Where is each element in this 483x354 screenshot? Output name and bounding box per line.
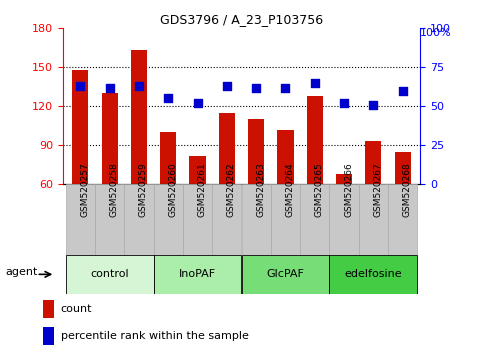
Text: GSM520267: GSM520267 [373, 162, 383, 217]
Text: GSM520259: GSM520259 [139, 162, 148, 217]
Bar [359, 184, 388, 255]
Bar [271, 184, 300, 255]
Text: GSM520258: GSM520258 [110, 162, 119, 217]
Bar [212, 184, 242, 255]
Point [76, 83, 84, 89]
Bar [101, 93, 118, 184]
Text: GSM520262: GSM520262 [227, 162, 236, 217]
Text: agent: agent [5, 267, 37, 278]
Bar [72, 70, 88, 184]
Bar [277, 130, 294, 184]
Text: 100%: 100% [420, 28, 452, 38]
Bar [189, 155, 206, 184]
Bar [388, 184, 417, 255]
Point [282, 85, 289, 90]
Bar [329, 184, 359, 255]
Point [135, 83, 143, 89]
Text: InoPAF: InoPAF [179, 269, 216, 279]
Point [164, 96, 172, 101]
Bar [160, 132, 176, 184]
Bar [219, 113, 235, 184]
Text: GSM520257: GSM520257 [80, 162, 89, 217]
Bar [365, 141, 382, 184]
Point [252, 85, 260, 90]
Bar [248, 119, 264, 184]
Point [223, 83, 231, 89]
Point [194, 100, 201, 106]
Point [340, 100, 348, 106]
Bar [242, 255, 329, 294]
Bar [43, 327, 54, 345]
Text: GSM520268: GSM520268 [403, 162, 412, 217]
Bar [95, 184, 124, 255]
Bar [66, 255, 154, 294]
Text: GSM520266: GSM520266 [344, 162, 353, 217]
Text: GSM520263: GSM520263 [256, 162, 265, 217]
Bar [43, 300, 54, 318]
Title: GDS3796 / A_23_P103756: GDS3796 / A_23_P103756 [160, 13, 323, 26]
Text: GSM520260: GSM520260 [168, 162, 177, 217]
Text: control: control [90, 269, 129, 279]
Bar [154, 184, 183, 255]
Bar [131, 50, 147, 184]
Text: edelfosine: edelfosine [344, 269, 402, 279]
Text: GlcPAF: GlcPAF [267, 269, 304, 279]
Point [399, 88, 407, 93]
Text: GSM520265: GSM520265 [315, 162, 324, 217]
Bar [336, 174, 352, 184]
Bar [154, 255, 242, 294]
Text: percentile rank within the sample: percentile rank within the sample [61, 331, 249, 341]
Text: GSM520261: GSM520261 [198, 162, 207, 217]
Bar [242, 184, 271, 255]
Text: GSM520264: GSM520264 [285, 162, 295, 217]
Point [369, 102, 377, 108]
Bar [395, 152, 411, 184]
Point [311, 80, 319, 86]
Text: count: count [61, 304, 92, 314]
Bar [307, 96, 323, 184]
Bar [124, 184, 154, 255]
Point [106, 85, 114, 90]
Bar [66, 184, 95, 255]
Bar [183, 184, 212, 255]
Bar [329, 255, 417, 294]
Bar [300, 184, 329, 255]
